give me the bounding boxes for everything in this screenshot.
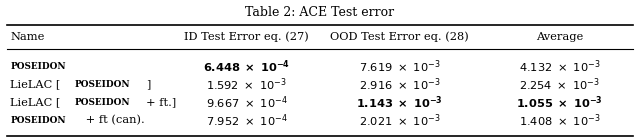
Text: $1.592\ \times\ 10^{-3}$: $1.592\ \times\ 10^{-3}$ [206,76,287,93]
Text: Name: Name [10,32,45,42]
Text: ]: ] [147,80,151,90]
Text: $4.132\ \times\ 10^{-3}$: $4.132\ \times\ 10^{-3}$ [518,59,600,75]
Text: $\mathbf{1.055\ \times\ 10^{-3}}$: $\mathbf{1.055\ \times\ 10^{-3}}$ [516,94,603,111]
Text: $2.254\ \times\ 10^{-3}$: $2.254\ \times\ 10^{-3}$ [519,76,600,93]
Text: Table 2: ACE Test error: Table 2: ACE Test error [245,6,395,19]
Text: OOD Test Error eq. (28): OOD Test Error eq. (28) [330,32,469,42]
Text: $2.916\ \times\ 10^{-3}$: $2.916\ \times\ 10^{-3}$ [359,76,440,93]
Text: POSEIDON: POSEIDON [75,98,131,107]
Text: POSEIDON: POSEIDON [10,63,66,71]
Text: $7.619\ \times\ 10^{-3}$: $7.619\ \times\ 10^{-3}$ [359,59,440,75]
Text: Average: Average [536,32,583,42]
Text: + ft (can).: + ft (can). [82,115,145,125]
Text: + ft.]: + ft.] [147,97,177,108]
Text: $7.952\ \times\ 10^{-4}$: $7.952\ \times\ 10^{-4}$ [205,112,287,128]
Text: LieLAC [: LieLAC [ [10,80,61,90]
Text: $\mathbf{1.143\ \times\ 10^{-3}}$: $\mathbf{1.143\ \times\ 10^{-3}}$ [356,94,444,111]
Text: ID Test Error eq. (27): ID Test Error eq. (27) [184,32,309,42]
Text: POSEIDON: POSEIDON [10,116,66,125]
Text: $1.408\ \times\ 10^{-3}$: $1.408\ \times\ 10^{-3}$ [518,112,600,128]
Text: POSEIDON: POSEIDON [75,80,131,89]
Text: $\mathbf{6.448\ \times\ 10^{-4}}$: $\mathbf{6.448\ \times\ 10^{-4}}$ [203,59,290,75]
Text: $9.667\ \times\ 10^{-4}$: $9.667\ \times\ 10^{-4}$ [205,94,287,111]
Text: LieLAC [: LieLAC [ [10,97,61,108]
Text: $2.021\ \times\ 10^{-3}$: $2.021\ \times\ 10^{-3}$ [359,112,440,128]
